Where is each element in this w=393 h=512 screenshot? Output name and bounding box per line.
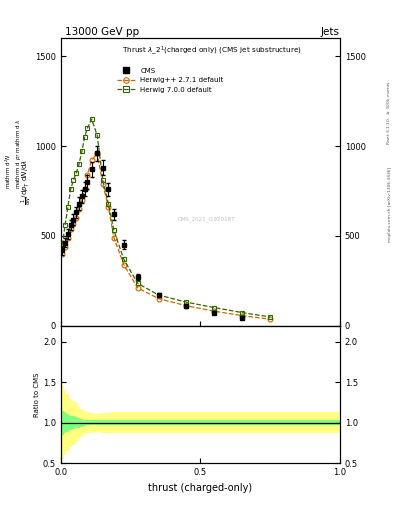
Text: mcplots.cern.ch [arXiv:1306.3436]: mcplots.cern.ch [arXiv:1306.3436] [388,167,392,242]
X-axis label: thrust (charged-only): thrust (charged-only) [149,483,252,493]
Text: CMS_2021_I1920187: CMS_2021_I1920187 [177,217,235,222]
Text: Rivet 3.1.10, $\geq$ 500k events: Rivet 3.1.10, $\geq$ 500k events [385,80,392,145]
Text: Thrust $\lambda\_2^1$(charged only) (CMS jet substructure): Thrust $\lambda\_2^1$(charged only) (CMS… [122,44,302,57]
Text: $\mathrm{mathrm}\ \mathrm{d}^2N$
$\mathrm{mathrm}\ \mathrm{d}\ p_T\ \mathrm{math: $\mathrm{mathrm}\ \mathrm{d}^2N$ $\mathr… [4,118,24,189]
Y-axis label: $\frac{1}{\mathrm{d}N} / \mathrm{d}p_T\ \mathrm{d}N / \mathrm{d}\lambda$: $\frac{1}{\mathrm{d}N} / \mathrm{d}p_T\ … [20,159,34,205]
Legend: CMS, Herwig++ 2.7.1 default, Herwig 7.0.0 default: CMS, Herwig++ 2.7.1 default, Herwig 7.0.… [115,65,226,95]
Text: 13000 GeV pp: 13000 GeV pp [65,27,139,37]
Y-axis label: Ratio to CMS: Ratio to CMS [34,372,40,417]
Text: Jets: Jets [320,27,339,37]
